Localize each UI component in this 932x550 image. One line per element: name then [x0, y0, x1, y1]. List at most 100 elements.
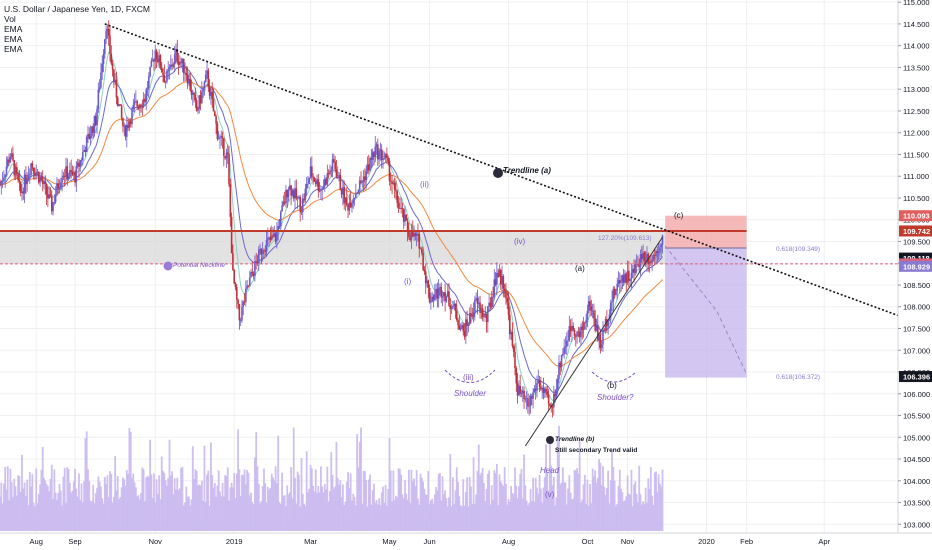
price-tick-label: 114.500: [903, 20, 930, 29]
volume-bar: [177, 490, 180, 531]
volume-bar: [70, 492, 73, 531]
candle-body: [286, 189, 289, 198]
volume-bar: [431, 498, 434, 531]
candle-body: [92, 126, 94, 133]
volume-bar: [309, 464, 312, 531]
volume-bar: [46, 486, 49, 531]
candle-body: [23, 174, 26, 194]
volume-bar: [643, 503, 646, 531]
volume-bar: [204, 502, 207, 531]
candle-body: [589, 301, 591, 307]
volume-bar: [638, 465, 641, 531]
volume-bar: [542, 487, 545, 531]
volume-bar: [305, 451, 308, 531]
volume-bar: [243, 469, 246, 531]
volume-bar: [593, 476, 595, 531]
volume-bar: [15, 495, 18, 531]
candle-body: [630, 272, 633, 279]
candle-body: [279, 211, 282, 227]
indicator-volume[interactable]: Vol: [4, 14, 16, 24]
volume-bar: [171, 471, 173, 531]
volume-bar: [75, 488, 78, 531]
volume-bar: [499, 481, 502, 531]
candle-body: [38, 171, 40, 183]
volume-bar: [348, 488, 351, 531]
candle-body: [527, 398, 529, 407]
time-tick-label: Aug: [30, 537, 43, 546]
volume-bar: [318, 492, 321, 531]
candle-body: [107, 28, 110, 36]
volume-bar: [419, 473, 422, 531]
candle-body: [457, 320, 459, 326]
indicator-ema-2[interactable]: EMA: [4, 34, 23, 44]
volume-bar: [107, 497, 110, 531]
volume-bar: [127, 474, 130, 531]
volume-bar: [660, 486, 663, 531]
volume-bar: [247, 472, 250, 531]
candle-body: [375, 144, 378, 147]
volume-bar: [617, 485, 620, 531]
candle-body: [644, 260, 647, 262]
candle-body: [190, 90, 193, 95]
candle-body: [257, 249, 260, 264]
volume-bar: [129, 431, 132, 531]
candle-body: [377, 144, 379, 160]
candle-body: [114, 79, 116, 83]
volume-bar: [541, 502, 544, 531]
candle-body: [14, 167, 17, 176]
candle-body: [468, 313, 471, 325]
volume-bar: [602, 466, 604, 531]
candle-body: [392, 182, 395, 184]
volume-bar: [118, 499, 120, 531]
candle-body: [519, 385, 521, 394]
candle-body: [657, 251, 660, 253]
candle-body: [104, 39, 106, 54]
candle-body: [230, 216, 233, 254]
candle-body: [299, 197, 301, 212]
volume-bar: [568, 475, 571, 531]
candle-body: [441, 296, 444, 298]
candle-body: [194, 94, 197, 101]
candle-body: [128, 121, 131, 128]
volume-bar: [497, 505, 500, 531]
volume-bar: [334, 486, 337, 531]
volume-bar: [66, 467, 69, 531]
volume-bar: [552, 476, 555, 531]
time-tick-label: Jun: [424, 537, 436, 546]
volume-bar: [83, 481, 86, 531]
candle-body: [391, 181, 393, 184]
candle-body: [135, 101, 137, 102]
candle-body: [163, 75, 166, 83]
volume-bar: [625, 496, 628, 531]
volume-bar: [124, 485, 127, 531]
candle-body: [622, 275, 625, 283]
volume-bar: [250, 492, 252, 531]
candle-body: [422, 253, 424, 270]
indicator-ema-1[interactable]: EMA: [4, 24, 23, 34]
wave-iii-label: (iii): [463, 373, 474, 382]
indicator-ema-3[interactable]: EMA: [4, 44, 23, 54]
candle-body: [471, 315, 474, 317]
candle-body: [503, 288, 506, 291]
volume-bar: [353, 497, 356, 531]
volume-bar: [76, 496, 79, 531]
candle-body: [131, 109, 133, 124]
candle-body: [119, 104, 122, 106]
volume-bar: [149, 439, 151, 531]
volume-bar: [528, 503, 531, 531]
candle-body: [26, 179, 28, 185]
volume-bar: [208, 505, 211, 531]
volume-bar: [410, 469, 413, 531]
candle-body: [237, 299, 239, 305]
volume-bar: [313, 491, 316, 531]
candle-body: [50, 195, 53, 212]
candle-body: [616, 283, 619, 291]
volume-bar: [222, 496, 225, 531]
volume-bar: [123, 479, 126, 531]
candle-body: [625, 273, 628, 283]
candle-body: [158, 55, 160, 63]
candle-body: [418, 233, 421, 249]
volume-bar: [12, 497, 14, 531]
candle-body: [172, 64, 175, 67]
